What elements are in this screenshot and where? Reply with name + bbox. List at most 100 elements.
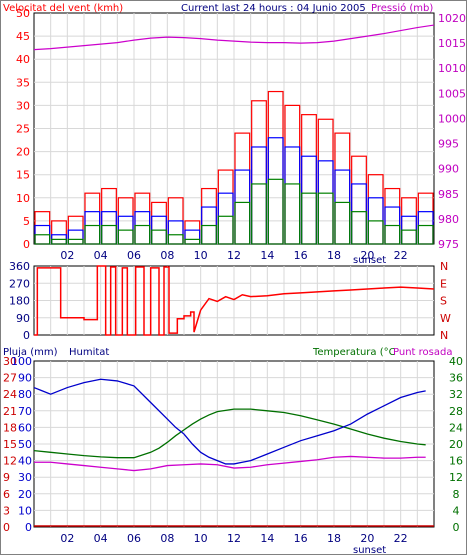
humidity-tick-label: 20	[18, 488, 32, 501]
rain-tick-label: 9	[3, 471, 10, 484]
wind-minimum-bar	[167, 234, 184, 245]
top-hour-tick-label: 08	[160, 249, 174, 262]
bottom-hour-tick-label: 14	[260, 532, 274, 545]
direction-degree-tick-label: 90	[16, 312, 30, 325]
pressure-tick-label: 1020	[438, 12, 466, 25]
temperature-tick-label: 0	[453, 521, 460, 534]
wind-minimum-bar	[234, 201, 251, 245]
pressure-tick-label: 995	[438, 138, 459, 151]
wind-minimum-bar	[217, 215, 234, 245]
rain-axis-title: Pluja (mm)	[3, 347, 58, 358]
pressure-tick-label: 1010	[438, 62, 466, 75]
top-hour-tick-label: 16	[294, 249, 308, 262]
humidity-tick-label: 30	[18, 471, 32, 484]
sunset-label-top: sunset	[353, 255, 386, 266]
wind-minimum-bar	[384, 224, 401, 245]
top-hour-tick-label: 18	[327, 249, 341, 262]
direction-compass-label: N	[440, 329, 448, 342]
direction-degree-tick-label: 360	[9, 260, 30, 273]
wind-minimum-bar	[201, 224, 217, 245]
wind-minimum-bar	[267, 178, 284, 245]
direction-compass-label: N	[440, 260, 448, 273]
rain-tick-label: 15	[3, 438, 17, 451]
temperature-tick-label: 24	[449, 421, 463, 434]
wind-speed-tick-label: 35	[16, 76, 30, 89]
humidity-tick-label: 100	[11, 355, 32, 368]
wind-speed-tick-label: 30	[16, 99, 30, 112]
bottom-hour-tick-label: 22	[394, 532, 408, 545]
direction-degree-tick-label: 0	[23, 329, 30, 342]
humidity-tick-label: 0	[25, 521, 32, 534]
wind-direction-line	[34, 265, 202, 336]
temperature-tick-label: 12	[449, 471, 463, 484]
wind-speed-tick-label: 25	[16, 123, 30, 136]
bottom-hour-tick-label: 20	[360, 532, 374, 545]
wind-speed-tick-label: 20	[16, 146, 30, 159]
temperature-line	[33, 408, 426, 459]
wind-minimum-bar	[301, 192, 317, 245]
pressure-tick-label: 985	[438, 188, 459, 201]
temperature-tick-label: 40	[449, 355, 463, 368]
humidity-tick-label: 50	[18, 438, 32, 451]
dew-point-line	[34, 455, 426, 472]
top-hour-tick-label: 02	[60, 249, 74, 262]
bottom-hour-tick-label: 02	[60, 532, 74, 545]
temperature-tick-label: 16	[449, 455, 463, 468]
pressure-axis-title: Pressió (mb)	[371, 2, 433, 14]
pressure-tick-label: 1005	[438, 87, 466, 100]
humidity-tick-label: 10	[18, 504, 32, 517]
wind-minimum-bar	[134, 224, 151, 245]
wind-speed-tick-label: 0	[23, 238, 30, 251]
humidity-tick-label: 70	[18, 405, 32, 418]
rain-tick-label: 30	[3, 355, 17, 368]
direction-compass-label: W	[440, 312, 451, 325]
top-hour-tick-label: 06	[127, 249, 141, 262]
top-hour-tick-label: 14	[260, 249, 274, 262]
direction-degree-tick-label: 270	[9, 277, 30, 290]
pressure-line	[33, 24, 435, 51]
bottom-hour-tick-label: 12	[227, 532, 241, 545]
wind-speed-tick-label: 15	[16, 169, 30, 182]
sunset-label-bottom: sunset	[353, 545, 386, 556]
wind-minimum-bar	[334, 201, 351, 245]
bottom-hour-tick-label: 18	[327, 532, 341, 545]
wind-minimum-bar	[251, 183, 267, 245]
wind-minimum-bar	[317, 192, 334, 245]
humidity-tick-label: 80	[18, 388, 32, 401]
pressure-tick-label: 980	[438, 213, 459, 226]
wind-speed-tick-label: 50	[16, 7, 30, 20]
wind-speed-tick-label: 5	[23, 215, 30, 228]
top-hour-tick-label: 22	[394, 249, 408, 262]
temperature-axis-title: Temperatura (°C	[312, 347, 396, 358]
temperature-tick-label: 28	[449, 405, 463, 418]
pressure-tick-label: 990	[438, 163, 459, 176]
wind-minimum-bar	[417, 224, 434, 245]
rain-tick-label: 6	[3, 488, 10, 501]
temperature-tick-label: 4	[453, 504, 460, 517]
rain-tick-label: 27	[3, 372, 17, 385]
humidity-tick-label: 40	[18, 455, 32, 468]
data-marks	[33, 24, 435, 527]
humidity-tick-label: 60	[18, 421, 32, 434]
temperature-tick-label: 20	[449, 438, 463, 451]
wind-minimum-bar	[51, 238, 67, 245]
humidity-line	[33, 378, 426, 465]
humidity-tick-label: 90	[18, 372, 32, 385]
top-hour-tick-label: 20	[360, 249, 374, 262]
bottom-hour-tick-label: 16	[294, 532, 308, 545]
top-hour-tick-label: 04	[94, 249, 108, 262]
wind-speed-axis-title: Velocitat del vent (kmh)	[3, 3, 123, 14]
wind-minimum-bar	[67, 238, 84, 245]
pressure-tick-label: 1015	[438, 37, 466, 50]
top-hour-tick-label: 10	[194, 249, 208, 262]
bottom-hour-tick-label: 06	[127, 532, 141, 545]
wind-minimum-bar	[84, 224, 101, 245]
tick-labels: 0510152025303540455097598098599099510001…	[3, 7, 466, 545]
pressure-tick-label: 975	[438, 238, 459, 251]
wind-minimum-bar	[284, 183, 301, 245]
direction-compass-label: E	[440, 277, 447, 290]
wind-direction-line	[200, 286, 435, 311]
bottom-hour-tick-label: 10	[194, 532, 208, 545]
